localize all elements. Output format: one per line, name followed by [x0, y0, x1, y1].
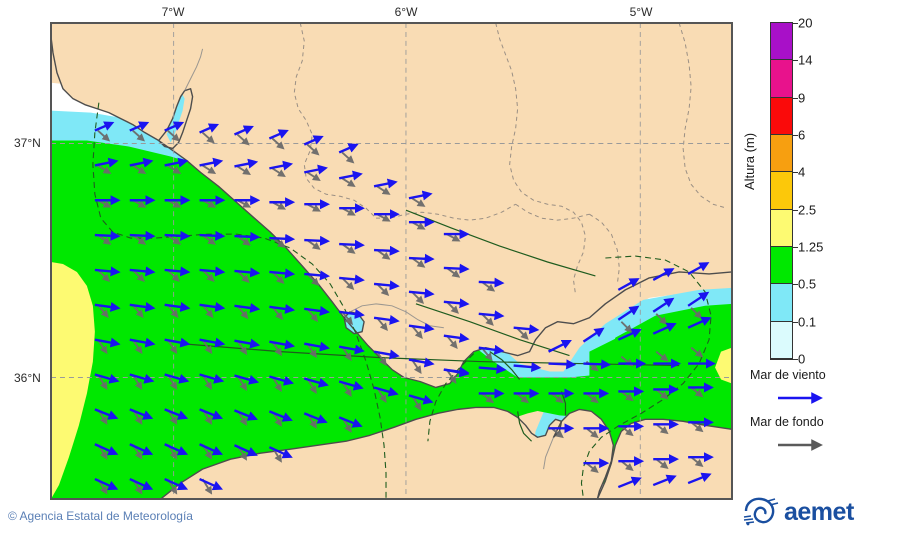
colorbar-segment [771, 60, 792, 98]
colorbar-tick-mark [792, 247, 798, 248]
aemet-spiral-icon [743, 497, 779, 526]
wind-sea-legend-label: Mar de viento [750, 368, 826, 382]
colorbar-segment [771, 209, 792, 247]
colorbar-tick-mark [792, 321, 798, 323]
colorbar-tick-mark [792, 284, 798, 286]
aemet-wordmark: aemet [784, 498, 855, 526]
colorbar-tick-label: 2.5 [798, 202, 817, 218]
colorbar-tick-mark [792, 97, 798, 99]
colorbar-tick-label: 14 [798, 52, 813, 68]
colorbar-segment [771, 172, 792, 210]
colorbar-segment [771, 321, 792, 359]
colorbar-tick-label: 1.25 [798, 239, 824, 255]
colorbar-tick-mark [792, 172, 798, 174]
colorbar-tick-label: 20 [798, 15, 813, 31]
swell-arrow-icon [778, 439, 823, 451]
x-axis-tick-label: 5°W [629, 5, 653, 19]
colorbar-title: Altura (m) [742, 132, 757, 190]
colorbar-tick-label: 0.1 [798, 314, 817, 330]
colorbar-tick-label: 0 [798, 351, 806, 367]
colorbar-tick-mark [792, 209, 798, 211]
colorbar-tick-mark [792, 135, 798, 136]
colorbar-tick-label: 4 [798, 164, 806, 180]
colorbar-segment [771, 134, 792, 173]
y-axis-tick-label: 37°N [14, 136, 41, 150]
copyright-notice: © Agencia Estatal de Meteorología [8, 509, 193, 523]
wind-sea-arrow-icon [778, 392, 823, 404]
colorbar-tick-label: 9 [798, 90, 806, 106]
colorbar-tick-mark [792, 23, 798, 24]
x-axis-tick-label: 7°W [161, 5, 185, 19]
colorbar-segment [771, 23, 792, 61]
swell-legend-label: Mar de fondo [750, 415, 824, 429]
x-axis-tick-label: 6°W [394, 5, 418, 19]
wave-height-map[interactable] [50, 22, 733, 500]
colorbar-tick-mark [792, 359, 798, 360]
wave-height-colorbar[interactable]: 20 14 9 6 4 2.5 1.25 0.5 0.1 0 [770, 16, 823, 367]
y-axis-tick-label: 36°N [14, 371, 41, 385]
colorbar-tick-mark [792, 60, 798, 62]
colorbar-segment [771, 97, 792, 135]
colorbar-segment [771, 284, 792, 322]
colorbar-tick-label: 0.5 [798, 276, 817, 292]
aemet-logo[interactable]: aemet [742, 495, 892, 527]
colorbar-segment [771, 246, 792, 285]
colorbar-tick-label: 6 [798, 127, 806, 143]
